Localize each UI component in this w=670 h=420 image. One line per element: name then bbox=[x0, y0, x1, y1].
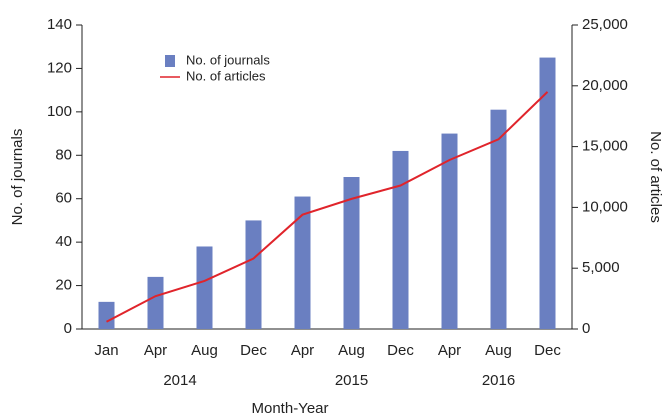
y2-tick-label: 5,000 bbox=[582, 259, 620, 276]
x-tick-label: Apr bbox=[438, 342, 461, 359]
legend-label: No. of articles bbox=[186, 68, 266, 83]
bar bbox=[294, 196, 311, 329]
y2-tick-label: 0 bbox=[582, 320, 590, 337]
bar bbox=[98, 301, 115, 329]
x-tick-label: Dec bbox=[240, 342, 267, 359]
y-tick-label: 80 bbox=[55, 146, 72, 163]
legend-label: No. of journals bbox=[186, 52, 270, 67]
y-tick-label: 120 bbox=[47, 59, 72, 76]
bar bbox=[147, 276, 164, 329]
x-tick-label: Aug bbox=[485, 342, 512, 359]
y-tick-label: 60 bbox=[55, 190, 72, 207]
x-tick-label: Aug bbox=[338, 342, 365, 359]
bar bbox=[441, 133, 458, 329]
bar bbox=[343, 177, 360, 329]
bar bbox=[196, 246, 213, 329]
x-group-label: 2014 bbox=[163, 372, 196, 389]
y-tick-label: 20 bbox=[55, 277, 72, 294]
x-axis-label: Month-Year bbox=[252, 400, 329, 417]
y-tick-label: 0 bbox=[64, 320, 72, 337]
x-tick-label: Dec bbox=[387, 342, 414, 359]
bar bbox=[490, 109, 507, 329]
legend-swatch bbox=[165, 55, 175, 67]
y2-axis-label: No. of articles bbox=[647, 131, 664, 223]
y-tick-label: 100 bbox=[47, 103, 72, 120]
y-tick-label: 140 bbox=[47, 16, 72, 33]
x-group-label: 2015 bbox=[335, 372, 368, 389]
y2-tick-label: 25,000 bbox=[582, 16, 628, 33]
y2-tick-label: 20,000 bbox=[582, 77, 628, 94]
x-tick-label: Apr bbox=[144, 342, 167, 359]
bar bbox=[539, 57, 556, 329]
y-axis-label: No. of journals bbox=[9, 129, 26, 226]
x-tick-label: Jan bbox=[94, 342, 118, 359]
y2-tick-label: 10,000 bbox=[582, 198, 628, 215]
x-tick-label: Apr bbox=[291, 342, 314, 359]
y-tick-label: 40 bbox=[55, 233, 72, 250]
line bbox=[106, 91, 549, 323]
x-tick-label: Dec bbox=[534, 342, 561, 359]
bar bbox=[245, 220, 262, 329]
x-group-label: 2016 bbox=[482, 372, 515, 389]
y2-tick-label: 15,000 bbox=[582, 138, 628, 155]
bar bbox=[392, 150, 409, 329]
x-tick-label: Aug bbox=[191, 342, 218, 359]
